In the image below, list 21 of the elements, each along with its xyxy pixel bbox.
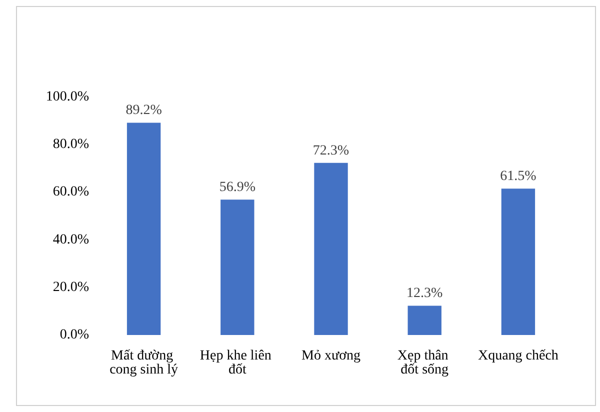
x-tick-label: Mất đường cong sinh lý xyxy=(110,348,178,378)
bar xyxy=(314,162,348,335)
bar xyxy=(501,188,536,335)
y-tick-label: 80.0% xyxy=(52,137,90,152)
y-tick-label: 40.0% xyxy=(52,232,90,248)
data-label: 89.2% xyxy=(126,103,162,118)
x-tick-label: Xẹp thân đốt sống xyxy=(397,348,452,378)
bar xyxy=(408,306,442,335)
x-tick-label: Xquang chếch xyxy=(478,348,558,364)
bar xyxy=(220,200,254,335)
data-label: 72.3% xyxy=(312,143,350,158)
data-label: 61.5% xyxy=(500,169,537,184)
bar xyxy=(126,122,161,335)
x-tick-label: Hẹp khe liên đốt xyxy=(200,348,275,378)
data-label: 56.9% xyxy=(219,180,256,196)
data-label: 12.3% xyxy=(406,286,444,302)
x-tick-label: Mỏ xương xyxy=(302,348,360,364)
y-tick-label: 100.0% xyxy=(46,90,90,104)
y-tick-label: 20.0% xyxy=(52,280,90,295)
y-tick-label: 60.0% xyxy=(52,184,90,200)
y-tick-label: 0.0% xyxy=(60,328,90,342)
